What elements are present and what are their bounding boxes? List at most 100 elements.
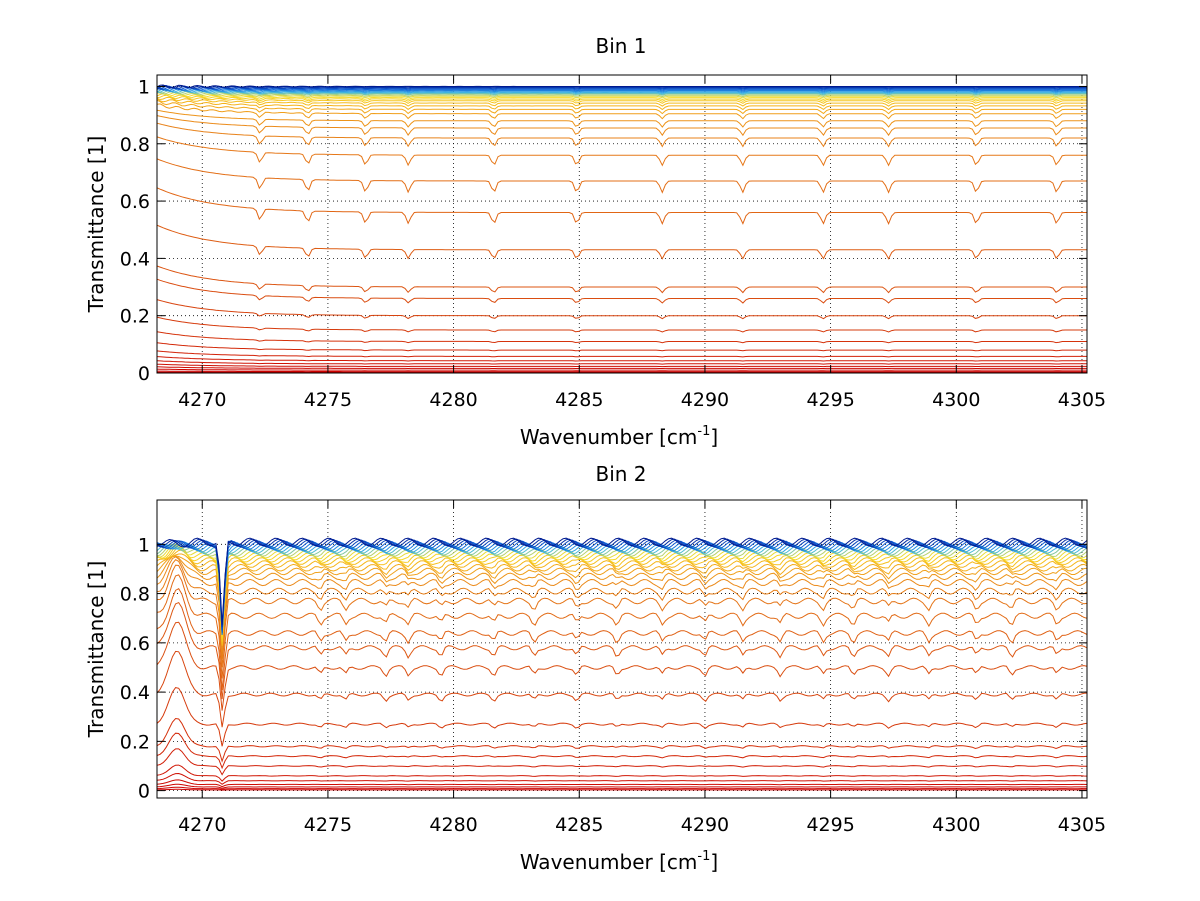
series-line [156, 574, 1088, 679]
y-tick-labels-2: 0 0.2 0.4 0.6 0.8 1 [120, 534, 150, 802]
series-line [156, 122, 1087, 148]
x-axis-label-1-sup: -1 [697, 424, 710, 439]
series-line [156, 779, 1088, 788]
series-line [156, 363, 1087, 368]
series-line [156, 588, 1088, 691]
series-line [156, 91, 1087, 101]
x-tick-label: 4300 [932, 389, 980, 411]
series-line [156, 98, 1087, 111]
series-line [156, 537, 1088, 625]
y-tick-label: 0 [138, 781, 150, 803]
axes-box-2 [156, 499, 1088, 799]
series-line [156, 342, 1087, 352]
y-axis-label-1: Transmittance [1] [84, 136, 108, 314]
x-tick-label: 4270 [178, 814, 226, 836]
series-line [156, 278, 1087, 304]
series-line [156, 88, 1087, 94]
y-tick-labels-1: 0 0.2 0.4 0.6 0.8 1 [120, 76, 150, 385]
x-tick-label: 4270 [178, 389, 226, 411]
series-line [156, 553, 1088, 646]
series-line [156, 650, 1088, 728]
series-group-1 [156, 84, 1087, 373]
x-tick-label: 4300 [932, 814, 980, 836]
series-line [156, 366, 1087, 370]
x-tick-label: 4295 [806, 814, 854, 836]
series-line [156, 109, 1087, 128]
y-tick-label: 1 [138, 76, 150, 98]
series-line [156, 224, 1087, 260]
series-line [156, 316, 1087, 333]
series-line [156, 555, 1088, 648]
x-axis-label-1: Wavenumber [cm-1] [520, 424, 718, 449]
series-line [156, 299, 1087, 320]
y-tick-label: 0.4 [120, 248, 150, 270]
series-line [156, 94, 1087, 104]
chart-1-title: Bin 1 [595, 34, 646, 58]
series-line [156, 783, 1087, 789]
x-tick-label: 4290 [681, 814, 729, 836]
series-line [156, 564, 1088, 668]
x-tick-label: 4295 [806, 389, 854, 411]
chart-bin-2: Bin 2 4270 4275 4280 4285 4290 4295 4300 4305 0… [84, 462, 1106, 874]
y-tick-label: 1 [138, 534, 150, 556]
x-tick-labels-1: 4270 4275 4280 4285 4290 4295 4300 4305 [178, 389, 1106, 411]
series-line [156, 86, 1087, 91]
series-line [156, 786, 1087, 790]
x-tick-label: 4285 [555, 389, 603, 411]
series-line [156, 86, 1087, 91]
chart-2-title: Bin 2 [595, 462, 646, 486]
series-line [156, 90, 1087, 98]
series-line [156, 788, 1087, 791]
series-line [156, 687, 1088, 747]
series-line [156, 103, 1087, 120]
y-tick-label: 0.6 [120, 633, 150, 655]
x-tick-label: 4280 [429, 389, 477, 411]
x-tick-label: 4305 [1058, 814, 1106, 836]
y-tick-label: 0.8 [120, 584, 150, 606]
series-line [156, 356, 1087, 362]
series-line [156, 543, 1088, 634]
series-group-2 [156, 537, 1088, 791]
series-line [156, 90, 1087, 99]
series-line [156, 93, 1087, 102]
series-line [156, 187, 1087, 225]
axes-box-1 [156, 74, 1088, 374]
series-line [156, 621, 1088, 711]
series-line [157, 370, 1087, 373]
series-line [156, 99, 1087, 115]
series-line [156, 748, 1087, 776]
y-tick-label: 0.2 [120, 306, 150, 328]
x-axis-label-1-end: ] [710, 425, 718, 449]
x-axis-label-2-main: Wavenumber [cm [520, 850, 698, 874]
x-axis-label-2-sup: -1 [697, 849, 710, 864]
series-line [156, 331, 1087, 344]
y-axis-label-2: Transmittance [1] [84, 561, 108, 739]
ticks-2 [157, 500, 1087, 798]
x-tick-labels-2: 4270 4275 4280 4285 4290 4295 4300 4305 [178, 814, 1106, 836]
series-line [156, 89, 1087, 96]
series-line [156, 601, 1088, 700]
x-axis-label-2: Wavenumber [cm-1] [520, 849, 718, 874]
series-line [156, 350, 1087, 358]
series-line [156, 84, 1087, 89]
series-line [156, 368, 1087, 371]
series-line [156, 360, 1087, 365]
series-line [156, 85, 1087, 90]
series-line [156, 158, 1087, 194]
y-tick-label: 0 [138, 363, 150, 385]
y-tick-label: 0.8 [120, 134, 150, 156]
y-tick-label: 0.6 [120, 191, 150, 213]
series-line [157, 87, 1087, 92]
chart-bin-1: Bin 1 4270 4275 4280 4285 4290 4295 4300 4305 0… [84, 34, 1106, 449]
x-axis-label-1-main: Wavenumber [cm [520, 425, 698, 449]
series-line [156, 549, 1088, 646]
x-tick-label: 4285 [555, 814, 603, 836]
series-line [156, 265, 1087, 294]
series-line [156, 732, 1088, 770]
x-tick-label: 4275 [304, 389, 352, 411]
series-line [156, 555, 1088, 647]
series-line [156, 764, 1088, 782]
y-tick-label: 0.2 [120, 731, 150, 753]
x-tick-label: 4275 [304, 814, 352, 836]
plot-area-1 [157, 75, 1087, 373]
